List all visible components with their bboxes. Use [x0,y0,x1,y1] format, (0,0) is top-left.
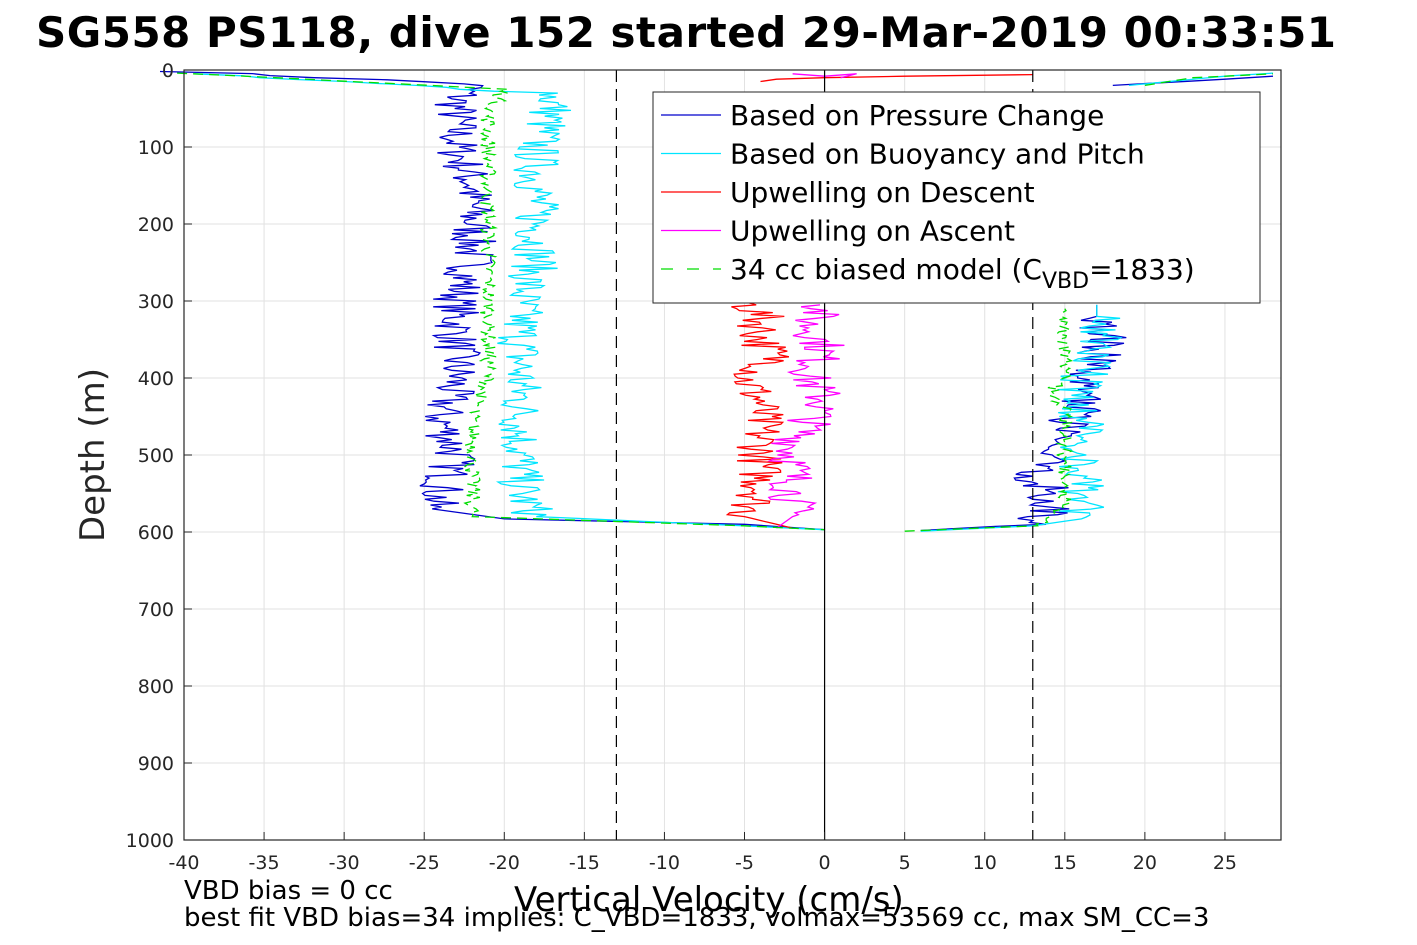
x-tick-label: -10 [649,852,680,874]
legend-entry: 34 cc biased model (CVBD=1833) [730,253,1195,294]
tick-labels: -40 -35 -30 -25 -20 -15 -10 -5 0 5 10 15 20 25 0 100 200… [126,60,1237,874]
y-axis-label: Depth (m) [73,368,113,542]
x-tick-label: -5 [735,852,754,874]
y-tick-label: 0 [162,60,174,82]
y-tick-label: 700 [138,599,174,621]
x-tick-label: -35 [249,852,280,874]
y-tick-label: 900 [138,753,174,775]
legend-entry: Upwelling on Descent [730,176,1035,209]
series-line-1-descent [194,73,825,531]
legend-entry: Based on Pressure Change [730,99,1104,132]
series-line-4-surface [1144,73,1274,87]
y-tick-label: 1000 [126,830,174,852]
x-tick-label: -40 [168,852,199,874]
y-tick-label: 800 [138,676,174,698]
x-tick-label: -30 [329,852,360,874]
x-tick-label: 15 [1053,852,1077,874]
x-tick-label: 5 [899,852,911,874]
x-tick-label: -25 [409,852,440,874]
series-lines [159,70,1274,532]
x-tick-label: 25 [1213,852,1237,874]
chart-title: SG558 PS118, dive 152 started 29-Mar-201… [36,8,1337,57]
x-tick-label: -15 [569,852,600,874]
y-tick-label: 400 [138,368,174,390]
series-line-3-ascent [767,304,845,529]
x-axis-label: Vertical Velocity (cm/s) [514,880,904,920]
series-line-1-surface [1128,72,1274,87]
legend-box [652,91,1261,304]
series-line-3-surface [792,73,857,79]
footer-line-1: VBD bias = 0 cc [184,876,393,906]
y-tick-label: 600 [138,522,174,544]
footer-line-2: best fit VBD bias=34 implies: C_VBD=1833… [184,903,1210,933]
series-line-2-descent [725,300,793,529]
y-tick-label: 200 [138,214,174,236]
series-line-1-ascent [920,304,1123,532]
legend-entry: Based on Buoyancy and Pitch [730,138,1145,171]
series-line-2-surface [760,73,1033,83]
y-tick-label: 300 [138,291,174,313]
x-tick-label: 20 [1133,852,1157,874]
x-tick-label: -20 [489,852,520,874]
legend: Based on Pressure Change Based on Buoyanc… [652,91,1261,304]
series-line-0-ascent [920,304,1127,532]
y-tick-label: 500 [138,445,174,467]
x-tick-label: 10 [973,852,997,874]
series-line-4-ascent [904,308,1075,532]
x-tick-label: 0 [819,852,831,874]
y-tick-label: 100 [138,137,174,159]
legend-entry: Upwelling on Ascent [730,215,1015,248]
series-line-0-descent [159,70,825,531]
